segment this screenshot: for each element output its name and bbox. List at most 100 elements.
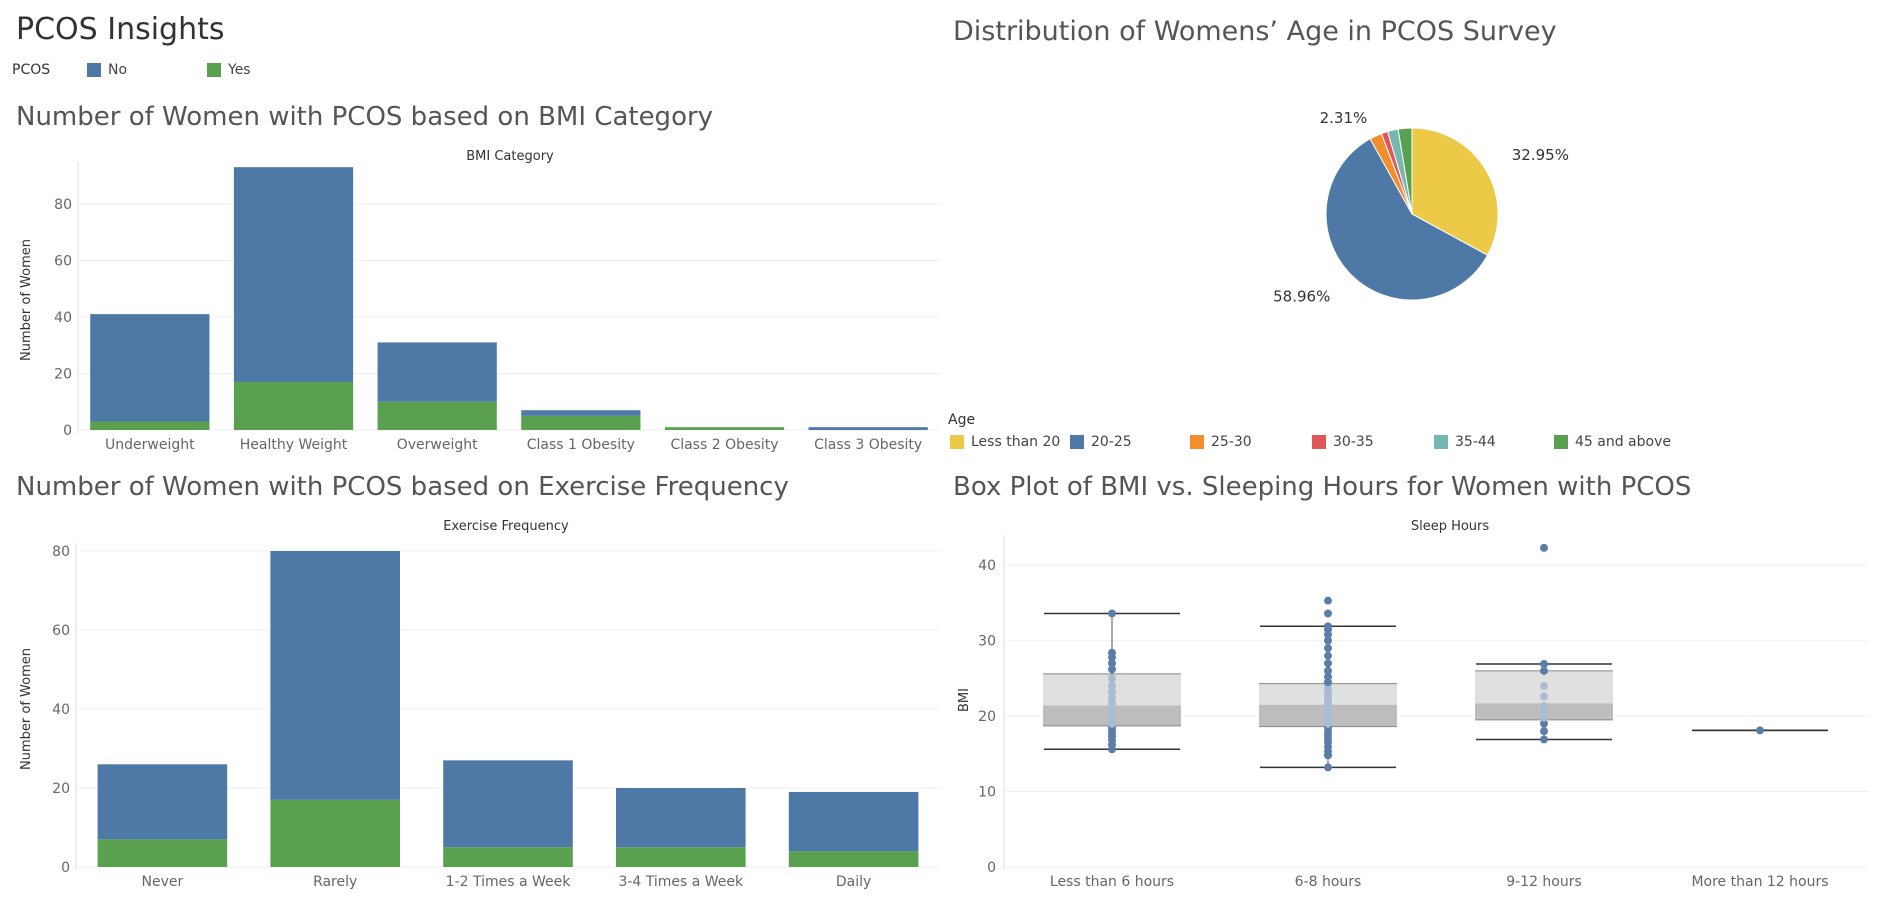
data-point-9-12-hours [1540, 735, 1548, 744]
data-point-9-12-hours [1540, 660, 1548, 669]
bar-healthy-weight-yes [233, 381, 354, 430]
chart-header: Exercise Frequency [443, 519, 569, 534]
age-legend-label: 30-35 [1333, 434, 1374, 450]
bmi-chart-title: Number of Women with PCOS based on BMI C… [16, 102, 714, 132]
data-point-6-8-hours [1324, 609, 1332, 618]
age-legend-label: 25-30 [1211, 434, 1252, 450]
data-point-less-than-6-hours [1108, 665, 1116, 674]
x-tick-label: Class 2 Obesity [670, 437, 778, 453]
data-point-6-8-hours [1324, 666, 1332, 675]
data-point-6-8-hours [1324, 622, 1332, 631]
y-axis-label: Number of Women [19, 648, 34, 770]
x-tick-label: Overweight [397, 437, 478, 453]
age-legend-label: 45 and above [1575, 434, 1671, 450]
y-tick-label: 0 [61, 860, 70, 876]
legend-item-no[interactable]: No [87, 62, 207, 78]
age-legend-item-less-than-20[interactable]: Less than 20 [950, 434, 1070, 450]
bar-1-2-times-a-week-no [443, 760, 573, 848]
y-tick-label: 20 [978, 709, 996, 725]
data-point-9-12-hours [1540, 681, 1548, 690]
y-tick-label: 30 [978, 634, 996, 650]
bar-3-4-times-a-week-yes [616, 847, 746, 867]
y-axis-label: BMI [957, 688, 972, 712]
data-point-less-than-6-hours [1108, 681, 1116, 690]
y-axis-label: Number of Women [19, 239, 34, 361]
bar-underweight-no [90, 314, 210, 422]
x-tick-label: More than 12 hours [1691, 874, 1828, 890]
age-legend-swatch [1312, 435, 1326, 449]
bar-class-2-obesity-yes [664, 427, 785, 430]
y-tick-label: 0 [63, 423, 72, 439]
data-point-less-than-6-hours [1108, 687, 1116, 696]
x-tick-label: Class 3 Obesity [814, 437, 922, 453]
x-tick-label: 1-2 Times a Week [446, 874, 572, 890]
age-legend-swatch [1434, 435, 1448, 449]
age-legend-item-25-30[interactable]: 25-30 [1190, 434, 1312, 450]
x-tick-label: Healthy Weight [240, 437, 348, 453]
age-legend-title: Age [948, 412, 976, 428]
legend-swatch-no [87, 63, 101, 77]
age-legend-label: 20-25 [1091, 434, 1132, 450]
bar-underweight-yes [90, 421, 210, 430]
age-legend-item-35-44[interactable]: 35-44 [1434, 434, 1554, 450]
x-tick-label: 6-8 hours [1295, 874, 1362, 890]
bar-healthy-weight-no [233, 167, 354, 382]
data-point-6-8-hours [1324, 596, 1332, 605]
legend-label-no: No [108, 62, 128, 78]
bar-class-1-obesity-yes [521, 415, 641, 430]
data-point-9-12-hours [1540, 692, 1548, 701]
bmi-bar-chart: BMI Category Number of Women 0 20 40 60 80 Unde… [19, 149, 940, 453]
pie-slice-45-and-above [1397, 127, 1413, 215]
age-legend-swatch [950, 435, 964, 449]
y-tick-label: 60 [52, 623, 70, 639]
bar-daily-yes [788, 851, 919, 867]
pie-chart-title: Distribution of Womens’ Age in PCOS Surv… [953, 16, 1557, 47]
exercise-bar-chart: Exercise Frequency Number of Women 0 20 40 60… [19, 519, 940, 890]
age-legend-swatch [1070, 435, 1084, 449]
data-point-less-than-6-hours [1108, 674, 1116, 683]
age-legend-item-20-25[interactable]: 20-25 [1070, 434, 1190, 450]
x-tick-label: Underweight [105, 437, 195, 453]
legend-item-yes[interactable]: Yes [207, 62, 251, 78]
age-legend: Less than 20 20-25 25-30 30-35 35-44 45 and a… [950, 434, 1674, 450]
bar-rarely-yes [270, 799, 400, 867]
bar-class-3-obesity-no [808, 427, 928, 430]
data-point-9-12-hours [1540, 727, 1548, 736]
age-legend-item-45-and-above[interactable]: 45 and above [1554, 434, 1674, 450]
age-legend-label: Less than 20 [971, 434, 1061, 450]
chart-header: Sleep Hours [1411, 519, 1490, 534]
data-point-less-than-6-hours [1108, 648, 1116, 657]
bar-1-2-times-a-week-yes [443, 847, 573, 867]
bar-overweight-yes [377, 401, 497, 430]
y-tick-label: 40 [978, 558, 996, 574]
data-point-less-than-6-hours [1108, 659, 1116, 668]
data-point-6-8-hours [1324, 763, 1332, 772]
y-tick-label: 0 [987, 860, 996, 876]
x-tick-label: Daily [836, 874, 871, 890]
age-legend-swatch [1554, 435, 1568, 449]
x-tick-label: Rarely [313, 874, 357, 890]
bar-overweight-no [377, 342, 497, 402]
y-tick-label: 10 [978, 785, 996, 801]
data-point-9-12-hours [1540, 719, 1548, 728]
bar-3-4-times-a-week-no [616, 788, 746, 848]
dashboard-title: PCOS Insights [16, 12, 225, 47]
exercise-chart-title: Number of Women with PCOS based on Exerc… [16, 472, 789, 502]
pcos-legend-title: PCOS [12, 62, 51, 78]
data-point-6-8-hours [1324, 672, 1332, 681]
age-legend-label: 35-44 [1455, 434, 1496, 450]
pie-slice-20-25 [1325, 138, 1489, 301]
data-point-9-12-hours [1540, 543, 1548, 552]
age-legend-item-30-35[interactable]: 30-35 [1312, 434, 1434, 450]
data-point-6-8-hours [1324, 636, 1332, 645]
pie-label-less-than-20: 32.95% [1512, 146, 1569, 164]
data-point-6-8-hours [1324, 659, 1332, 668]
bar-rarely-no [270, 551, 400, 800]
age-pie-chart: 32.95% 58.96% 2.31% [1273, 110, 1569, 305]
x-tick-label: Less than 6 hours [1050, 874, 1174, 890]
chart-header: BMI Category [466, 149, 554, 164]
x-tick-label: 3-4 Times a Week [618, 874, 744, 890]
age-legend-swatch [1190, 435, 1204, 449]
y-tick-label: 40 [52, 702, 70, 718]
y-tick-label: 80 [52, 544, 70, 560]
